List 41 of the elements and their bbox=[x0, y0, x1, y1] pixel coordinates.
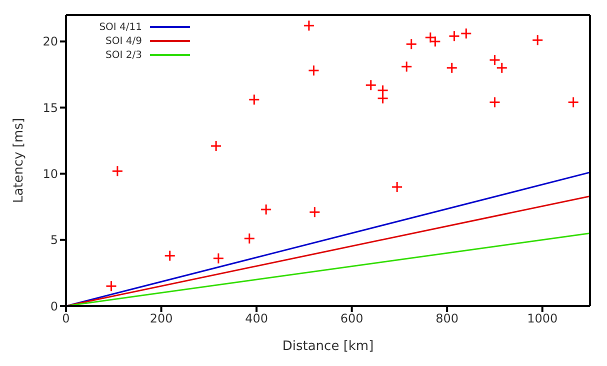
point bbox=[106, 280, 118, 292]
point bbox=[448, 30, 460, 42]
x-tick-label: 800 bbox=[436, 312, 459, 326]
y-tick-label: 20 bbox=[42, 34, 58, 49]
y-tick-label: 0 bbox=[50, 299, 58, 314]
point bbox=[112, 165, 124, 177]
x-tick-label: 0 bbox=[62, 312, 70, 326]
point bbox=[260, 204, 272, 216]
point bbox=[164, 250, 176, 262]
legend-label: SOI 4/11 bbox=[99, 22, 142, 32]
point bbox=[496, 62, 508, 74]
point bbox=[391, 181, 403, 193]
legend-label: SOI 2/3 bbox=[106, 50, 142, 60]
x-tick-label: 200 bbox=[150, 312, 173, 326]
point bbox=[488, 96, 500, 108]
y-tick-label: 10 bbox=[42, 166, 58, 181]
point bbox=[460, 28, 472, 40]
x-tick-label: 1000 bbox=[527, 312, 558, 326]
point bbox=[212, 252, 224, 264]
point bbox=[400, 60, 412, 72]
point bbox=[377, 92, 389, 104]
legend-label: SOI 4/9 bbox=[106, 36, 142, 46]
point bbox=[248, 94, 260, 106]
y-tick-label: 5 bbox=[50, 233, 58, 248]
point bbox=[568, 96, 580, 108]
point bbox=[532, 34, 544, 46]
point bbox=[377, 84, 389, 96]
x-axis-title: Distance [km] bbox=[282, 339, 374, 354]
point bbox=[210, 140, 222, 152]
x-tick-label: 600 bbox=[340, 312, 364, 326]
point bbox=[303, 20, 315, 32]
point bbox=[488, 54, 500, 66]
point bbox=[308, 206, 320, 218]
point bbox=[446, 62, 458, 74]
point bbox=[308, 64, 320, 76]
point bbox=[365, 79, 377, 91]
point bbox=[406, 38, 418, 50]
point bbox=[244, 232, 256, 244]
x-tick-label: 400 bbox=[245, 312, 268, 326]
y-tick-label: 15 bbox=[42, 100, 58, 115]
y-axis-title: Latency [ms] bbox=[12, 118, 27, 204]
